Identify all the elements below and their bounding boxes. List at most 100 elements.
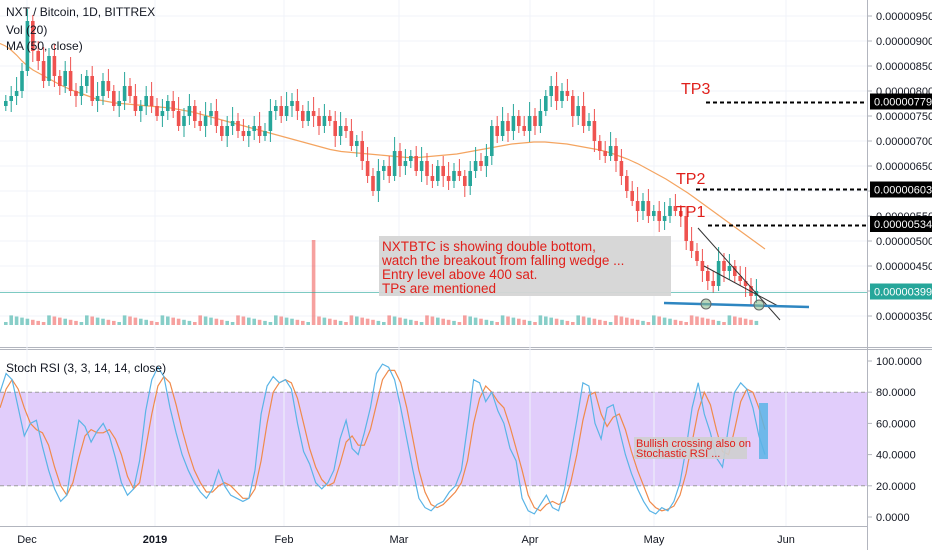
volume-bar: [722, 322, 726, 325]
candle-body: [484, 156, 489, 166]
time-tick-label: Feb: [275, 534, 294, 546]
candle-body: [230, 121, 235, 126]
candle-body: [387, 166, 391, 176]
volume-bar: [328, 318, 332, 325]
drawings[interactable]: TP3 TP2 TP1 NXTBTC is showing double bot…: [0, 81, 867, 460]
time-axis[interactable]: Dec 2019 Feb Mar Apr May Jun: [17, 534, 795, 546]
volume-bar: [662, 317, 667, 325]
bottom-1-marker[interactable]: [700, 298, 712, 310]
volume-bar: [198, 315, 202, 325]
volume-bar: [652, 315, 656, 325]
candle-body: [571, 96, 575, 116]
volume-bar: [554, 318, 559, 325]
volume-bar: [14, 316, 19, 325]
candle-body: [176, 111, 181, 126]
price-tag[interactable]: [870, 93, 932, 110]
price-tag-label: 0.00000603: [874, 185, 932, 197]
candle-body: [409, 156, 413, 161]
rsi-tick-label: 0.0000: [876, 512, 910, 524]
volume-bar: [419, 322, 424, 325]
candle-body: [463, 176, 467, 186]
volume-bar: [581, 316, 586, 325]
volume-bar: [41, 322, 46, 325]
candle-body: [122, 86, 127, 101]
volume-bar: [317, 316, 321, 325]
bottom-2-marker[interactable]: [753, 299, 765, 311]
candle-body: [284, 106, 289, 116]
volume-bar: [527, 320, 532, 325]
candle-body: [149, 96, 154, 106]
candle-body: [689, 241, 694, 251]
volume-legend[interactable]: Vol (20): [6, 23, 47, 37]
price-tag[interactable]: [870, 216, 932, 232]
candle-body: [90, 76, 94, 101]
candle-body: [85, 76, 89, 86]
support-line[interactable]: [663, 301, 810, 309]
volume-bar: [230, 322, 235, 325]
candle-body: [68, 71, 73, 91]
time-tick-label: 2019: [143, 534, 167, 546]
volume-bar: [565, 320, 570, 325]
price-tick-label: 0.00000450: [876, 261, 932, 273]
price-tag[interactable]: [870, 283, 932, 300]
rsi-tick-label: 80.0000: [876, 387, 916, 399]
candle-body: [241, 131, 246, 136]
candle-body: [425, 161, 429, 176]
rsi-axis[interactable]: 100.0000 80.0000 60.0000 40.0000 20.0000 0.00…: [867, 356, 922, 524]
volume-bar: [344, 322, 348, 325]
note-box[interactable]: [379, 236, 671, 296]
candle-body: [139, 106, 143, 111]
ma-legend[interactable]: MA (50, close): [6, 39, 83, 53]
price-tag[interactable]: [870, 181, 932, 198]
candle-body: [441, 166, 445, 176]
candle-body: [630, 191, 634, 201]
candle-body: [279, 106, 283, 116]
candle-body: [128, 86, 132, 96]
volume-bar: [160, 315, 165, 325]
candle-body: [603, 151, 607, 156]
candle-body: [576, 106, 580, 116]
time-tick-label: Apr: [521, 534, 538, 546]
volume-bar: [484, 319, 489, 325]
candle-body: [522, 126, 526, 131]
rsi-note-box[interactable]: [634, 437, 747, 459]
rsi-highlight-bar[interactable]: [759, 403, 768, 459]
candle-body: [452, 171, 456, 181]
candle-body: [706, 271, 710, 281]
candle-body: [657, 211, 661, 221]
candle-body: [500, 121, 505, 136]
volume-bar: [52, 316, 57, 325]
volume-bar: [425, 315, 429, 325]
tp2-label[interactable]: TP2: [676, 171, 705, 188]
candle-body: [479, 161, 483, 166]
volume-bar: [122, 315, 127, 325]
volume-bar: [446, 319, 451, 325]
wedge-lower-line[interactable]: [703, 265, 779, 307]
candle-body: [63, 71, 67, 86]
volume-bar: [495, 322, 499, 325]
candle-body: [47, 56, 51, 81]
stoch-rsi-k-line: [0, 363, 766, 515]
tp3-label[interactable]: TP3: [681, 81, 710, 98]
volume-bar: [716, 320, 721, 325]
tp1-label[interactable]: TP1: [676, 204, 705, 221]
volume-bar: [311, 240, 316, 325]
price-axis[interactable]: 0.000009500.000009000.000008500.00000800…: [867, 11, 932, 323]
symbol-legend[interactable]: NXT / Bitcoin, 1D, BITTREX: [6, 5, 155, 19]
volume-bar: [290, 318, 294, 325]
note-line-1: NXTBTC is showing double bottom,: [382, 239, 596, 254]
volume-bar: [436, 317, 440, 325]
volume-bar: [441, 318, 445, 325]
volume-bar: [182, 319, 186, 325]
volume-bar: [689, 315, 694, 325]
volume-bar: [646, 322, 651, 325]
volume-bar: [149, 320, 154, 325]
volume-bar: [284, 317, 289, 325]
volume-bar: [711, 319, 715, 325]
volume-bar: [25, 318, 30, 325]
volume-bar: [754, 320, 759, 325]
candle-body: [220, 126, 224, 136]
stoch-rsi-legend[interactable]: Stoch RSI (3, 3, 14, 14, close): [6, 361, 166, 375]
